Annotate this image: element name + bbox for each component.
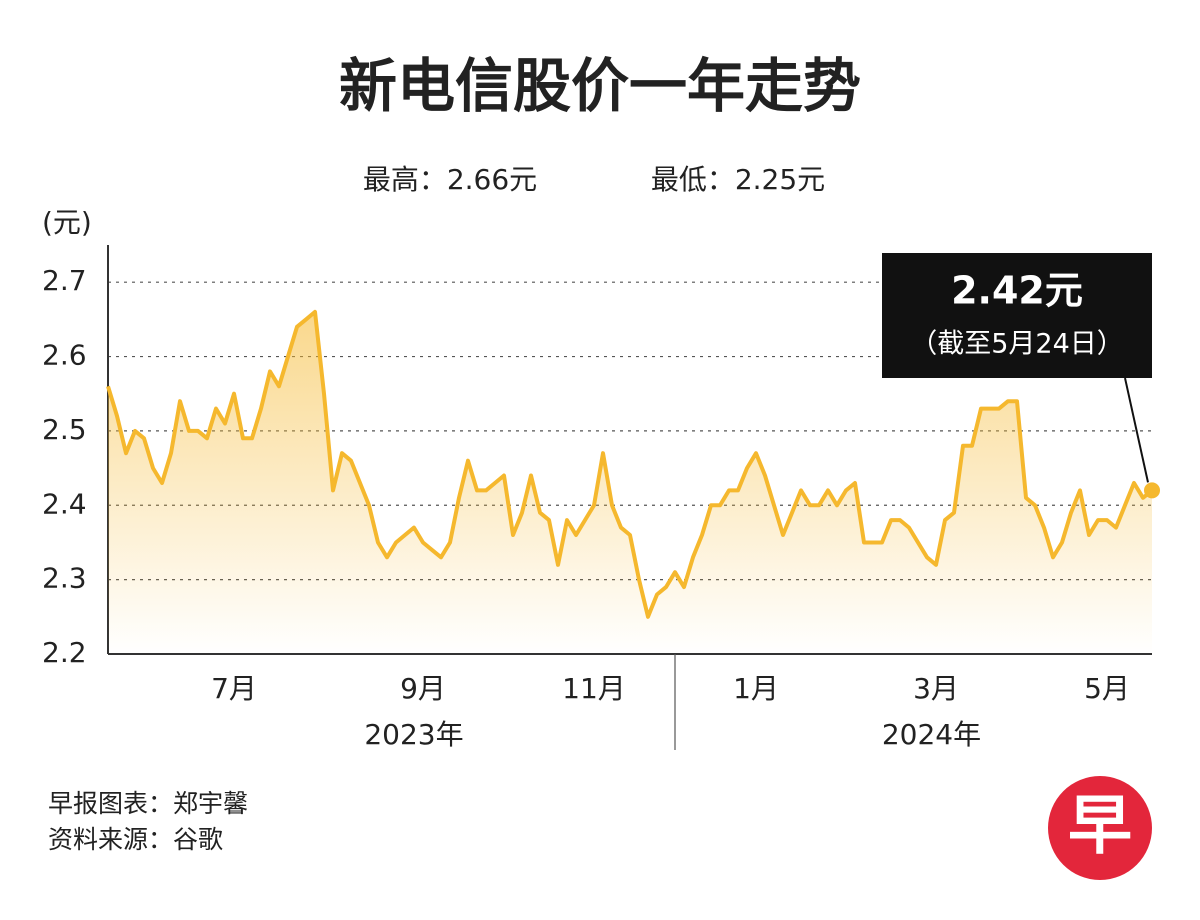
callout-value: 2.42元 (951, 269, 1083, 313)
x-tick-label: 7月 (211, 672, 257, 705)
x-tick-label: 9月 (400, 672, 446, 705)
y-tick-label: 2.7 (42, 264, 87, 297)
price-line (106, 309, 1154, 619)
y-tick-label: 2.6 (42, 339, 87, 372)
y-unit: (元) (42, 206, 92, 239)
y-tick-label: 2.3 (42, 562, 87, 595)
y-tick-label: 2.4 (42, 487, 87, 520)
x-tick-label: 3月 (913, 672, 959, 705)
x-tick-label: 11月 (562, 672, 626, 705)
callout-box (882, 253, 1152, 378)
credit: 早报图表：郑宇馨 (48, 789, 248, 818)
subtitle-high: 最高：2.66元 (363, 163, 537, 196)
y-tick-label: 2.2 (42, 636, 87, 669)
callout-note: （截至5月24日） (910, 329, 1124, 360)
x-group-label: 2023年 (364, 718, 463, 751)
x-tick-label: 5月 (1084, 672, 1130, 705)
last-point (1144, 482, 1160, 499)
logo-badge (1048, 776, 1152, 880)
area (108, 311, 1152, 654)
callout-pointer (1124, 377, 1149, 483)
x-tick-label: 1月 (733, 672, 779, 705)
source: 资料来源：谷歌 (48, 825, 223, 854)
subtitle-low: 最低：2.25元 (651, 163, 825, 196)
y-tick-label: 2.5 (42, 413, 87, 446)
chart-title: 新电信股价一年走势 (339, 52, 861, 120)
logo: 早 (1068, 790, 1132, 864)
x-group-label: 2024年 (882, 718, 981, 751)
